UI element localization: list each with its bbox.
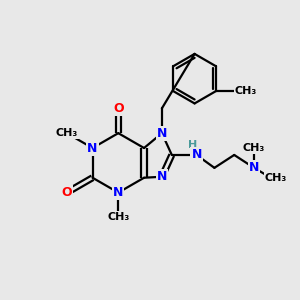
Text: N: N <box>157 127 167 140</box>
Text: CH₃: CH₃ <box>56 128 78 138</box>
Text: CH₃: CH₃ <box>265 173 287 183</box>
Text: N: N <box>113 186 124 199</box>
Text: N: N <box>191 148 202 161</box>
Text: N: N <box>157 170 167 183</box>
Text: CH₃: CH₃ <box>107 212 129 222</box>
Text: H: H <box>188 140 197 150</box>
Text: N: N <box>87 142 98 154</box>
Text: CH₃: CH₃ <box>243 143 265 153</box>
Text: CH₃: CH₃ <box>235 86 257 96</box>
Text: O: O <box>61 186 72 199</box>
Text: O: O <box>113 102 124 115</box>
Text: N: N <box>249 161 259 174</box>
